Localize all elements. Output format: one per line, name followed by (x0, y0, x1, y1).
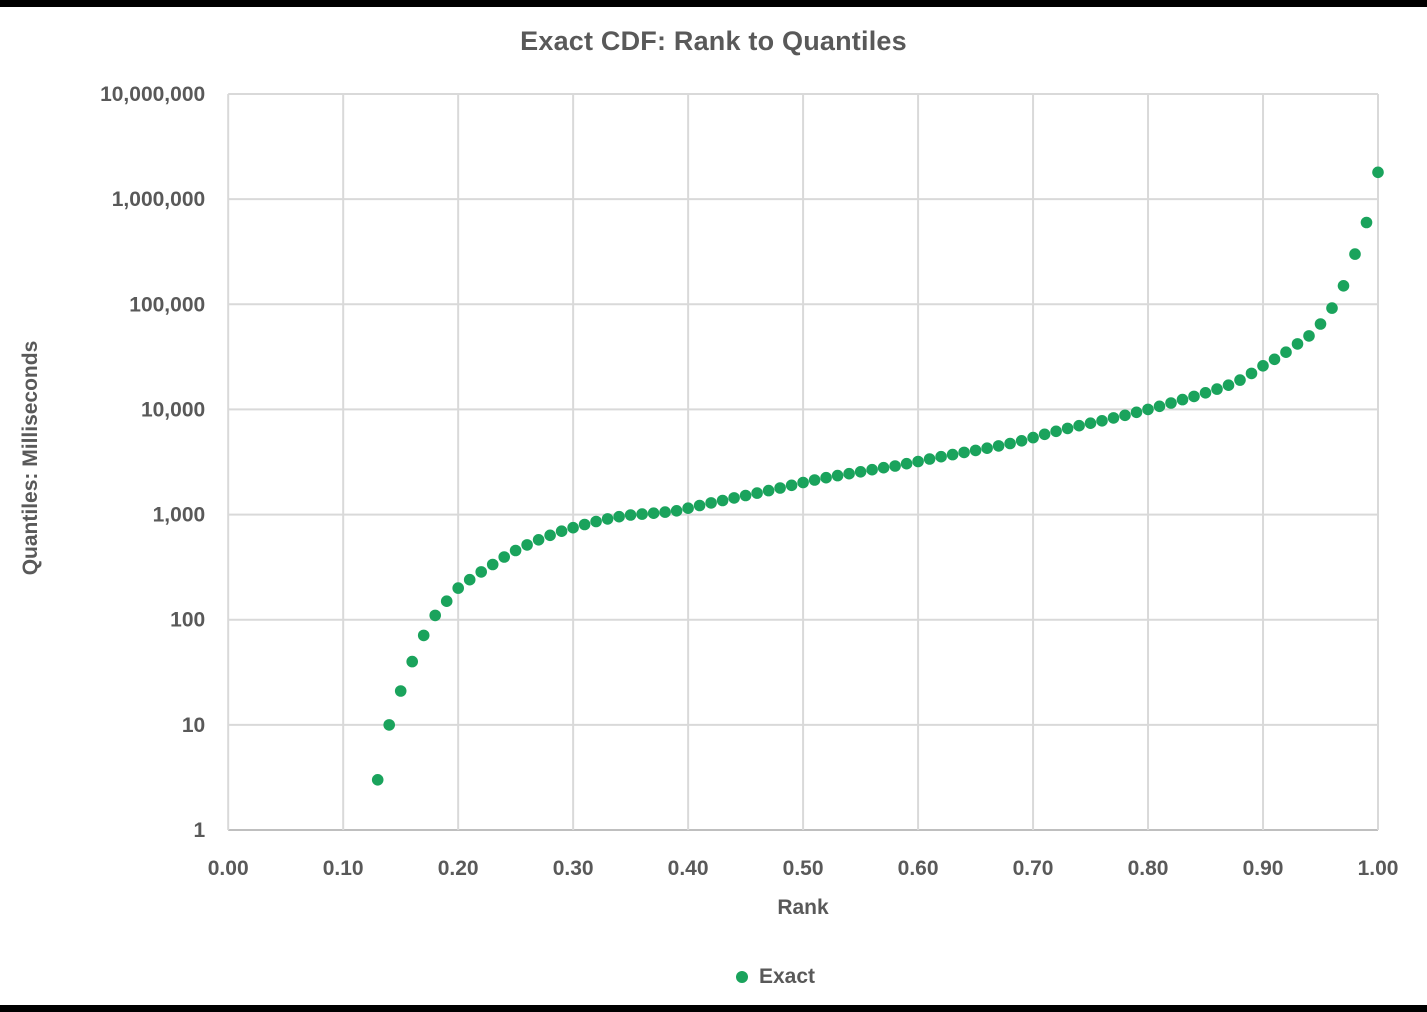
svg-text:0.00: 0.00 (208, 857, 249, 880)
legend-label-exact: Exact (759, 965, 816, 988)
x-axis-title: Rank (777, 896, 829, 919)
svg-text:10,000: 10,000 (141, 398, 205, 421)
svg-text:0.80: 0.80 (1128, 857, 1169, 880)
svg-text:0.40: 0.40 (668, 857, 709, 880)
chart-title: Exact CDF: Rank to Quantiles (520, 26, 907, 56)
svg-text:0.10: 0.10 (323, 857, 364, 880)
svg-text:0.20: 0.20 (438, 857, 479, 880)
gridlines (227, 93, 1379, 831)
svg-text:1,000: 1,000 (153, 504, 206, 527)
data-points-series-exact (371, 166, 1384, 786)
svg-text:10: 10 (182, 714, 205, 737)
svg-text:10,000,000: 10,000,000 (100, 83, 205, 106)
legend: Exact (736, 966, 815, 987)
svg-text:1: 1 (194, 819, 206, 842)
svg-text:100: 100 (170, 609, 205, 632)
svg-text:0.30: 0.30 (553, 857, 594, 880)
svg-text:0.90: 0.90 (1243, 857, 1284, 880)
x-axis-tick-labels: 0.00 0.10 0.20 0.30 0.40 0.50 0.60 0.70 0.80 0.90… (208, 857, 1399, 880)
svg-text:1,000,000: 1,000,000 (112, 188, 205, 211)
legend-marker-dot-icon (736, 970, 748, 983)
window-edge-top (0, 0, 1427, 7)
svg-text:0.50: 0.50 (783, 857, 824, 880)
y-axis-title: Quantiles: Milliseconds (19, 340, 42, 576)
svg-text:0.60: 0.60 (898, 857, 939, 880)
svg-text:0.70: 0.70 (1013, 857, 1054, 880)
window-edge-bottom (0, 1005, 1427, 1012)
y-axis-tick-labels: 1 10 100 1,000 10,000 100,000 1,000,000 10,000,… (100, 83, 205, 842)
svg-text:100,000: 100,000 (129, 293, 205, 316)
svg-text:1.00: 1.00 (1358, 857, 1399, 880)
